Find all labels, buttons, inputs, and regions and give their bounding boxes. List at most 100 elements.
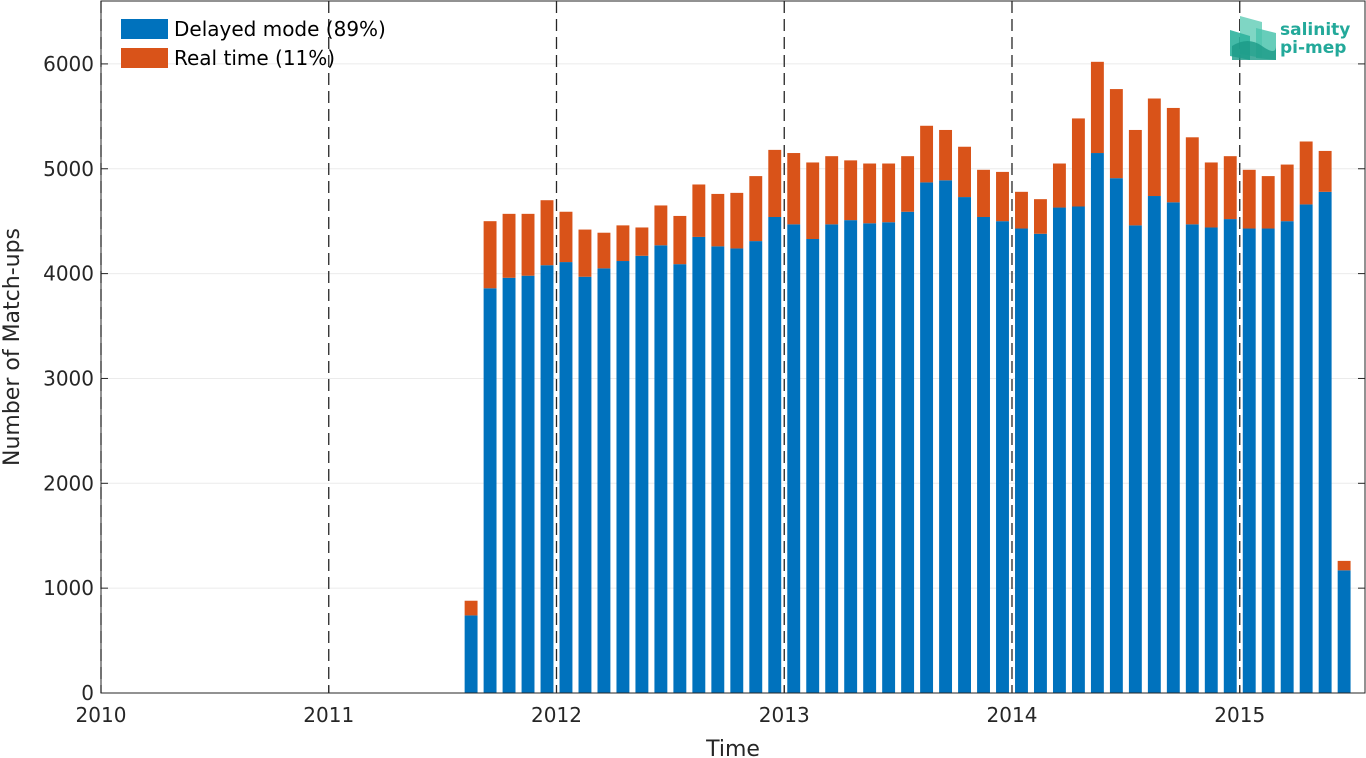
bar-real-time [559, 211, 573, 263]
bar-delayed-mode [673, 264, 687, 693]
legend: Delayed mode (89%) Real time (11%) [121, 17, 386, 70]
bar-real-time [711, 193, 725, 247]
bar-delayed-mode [597, 268, 611, 693]
bar-delayed-mode [1242, 228, 1256, 693]
x-axis-title: Time [705, 737, 760, 758]
bar-delayed-mode [1185, 224, 1199, 693]
bar-real-time [597, 232, 611, 269]
bar-delayed-mode [1052, 207, 1066, 693]
bar-real-time [1223, 156, 1237, 220]
bar-delayed-mode [844, 220, 858, 693]
bar-delayed-mode [806, 239, 820, 694]
plot-frame [100, 0, 1366, 694]
bar-real-time [540, 200, 554, 266]
bar-real-time [939, 129, 953, 181]
bar-delayed-mode [635, 255, 649, 694]
bar-real-time [1299, 141, 1313, 205]
bar-real-time [977, 169, 990, 217]
bar-delayed-mode [863, 223, 877, 693]
bar-real-time [1318, 150, 1332, 192]
x-tick-label: 2014 [987, 703, 1038, 727]
bar-real-time [483, 221, 497, 289]
y-tick-label: 4000 [43, 262, 94, 286]
bar-delayed-mode [1280, 221, 1294, 693]
bar-real-time [1052, 163, 1066, 208]
bar-delayed-mode [1034, 233, 1047, 693]
bar-real-time [901, 156, 915, 212]
bar-real-time [578, 229, 592, 277]
bar-real-time [920, 125, 934, 183]
bar-delayed-mode [578, 276, 592, 693]
bar-delayed-mode [730, 248, 744, 693]
bar-real-time [464, 600, 478, 616]
x-tick-label: 2010 [76, 703, 127, 727]
bar-real-time [806, 162, 820, 240]
bar-real-time [996, 171, 1009, 222]
y-tick-label: 5000 [43, 157, 94, 181]
bar-real-time [749, 176, 763, 242]
bar-delayed-mode [521, 275, 535, 693]
salinity-pi-mep-logo: salinity pi-mep [1230, 16, 1350, 60]
legend-swatch-delayed-mode [121, 19, 168, 39]
bar-delayed-mode [483, 288, 497, 693]
bar-delayed-mode [502, 277, 516, 693]
bar-delayed-mode [939, 180, 953, 694]
logo-text-line2: pi-mep [1280, 38, 1346, 58]
x-axis-ticks: 2010 2011 2012 2013 2014 2015 [76, 686, 1265, 727]
bar-real-time [768, 149, 782, 217]
bar-real-time [844, 160, 858, 221]
bar-real-time [1242, 169, 1256, 229]
x-tick-label: 2013 [759, 703, 810, 727]
bar-delayed-mode [825, 224, 839, 693]
y-axis-ticks: 0 1000 2000 3000 4000 5000 6000 [43, 52, 1365, 705]
bar-real-time [673, 215, 687, 265]
bar-real-time [1185, 137, 1199, 225]
bar-delayed-mode [1109, 178, 1123, 693]
bar-delayed-mode [1071, 206, 1085, 693]
bar-delayed-mode [711, 246, 725, 693]
legend-label-delayed-mode: Delayed mode (89%) [174, 17, 386, 41]
bar-delayed-mode [1166, 202, 1180, 694]
bar-real-time [521, 213, 535, 276]
bar-delayed-mode [559, 262, 573, 693]
bar-real-time [654, 205, 668, 246]
bar-real-time [1090, 61, 1104, 154]
bar-real-time [1015, 191, 1028, 229]
bar-delayed-mode [768, 216, 782, 693]
bar-delayed-mode [1015, 228, 1028, 693]
bar-real-time [882, 163, 896, 223]
bar-delayed-mode [920, 182, 934, 693]
y-axis-title: Number of Match-ups [0, 228, 25, 466]
logo-text-line1: salinity [1280, 20, 1350, 40]
bar-delayed-mode [692, 236, 706, 693]
x-tick-label: 2011 [303, 703, 354, 727]
bar-real-time [1034, 199, 1047, 234]
bar-real-time [730, 192, 744, 249]
bar-delayed-mode [901, 211, 915, 693]
bar-delayed-mode [977, 216, 990, 693]
bar-delayed-mode [749, 241, 763, 693]
bar-real-time [502, 213, 516, 278]
bar-delayed-mode [996, 221, 1009, 693]
bar-delayed-mode [1337, 570, 1351, 693]
bar-delayed-mode [1299, 204, 1313, 693]
y-tick-label: 0 [81, 681, 94, 705]
bar-delayed-mode [1147, 196, 1161, 693]
bar-delayed-mode [616, 261, 630, 693]
bar-real-time [787, 153, 801, 225]
bar-delayed-mode [1223, 219, 1237, 694]
bars [464, 61, 1351, 694]
bar-real-time [1128, 129, 1142, 226]
bar-real-time [635, 227, 649, 256]
bar-real-time [1337, 560, 1351, 571]
bar-delayed-mode [787, 224, 801, 693]
bar-delayed-mode [654, 245, 668, 693]
bar-delayed-mode [958, 197, 971, 694]
bar-delayed-mode [1318, 191, 1332, 693]
x-tick-label: 2012 [531, 703, 582, 727]
bar-real-time [1204, 162, 1218, 228]
bar-delayed-mode [1261, 228, 1275, 693]
bar-real-time [958, 146, 971, 198]
bar-real-time [863, 163, 877, 224]
